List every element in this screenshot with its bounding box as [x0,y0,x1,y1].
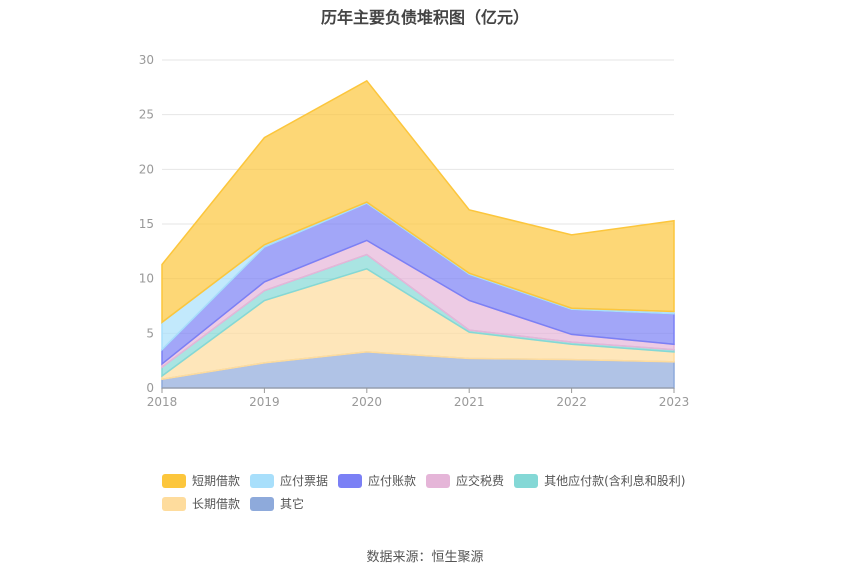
y-tick-label: 0 [146,381,154,395]
y-tick-label: 25 [139,108,154,122]
legend-item[interactable]: 应付票据 [250,472,328,489]
legend-item[interactable]: 应交税费 [426,472,504,489]
area-series-layer [161,79,675,389]
legend-item[interactable]: 应付账款 [338,472,416,489]
legend-swatch [250,473,275,488]
legend-swatch [514,473,539,488]
y-tick-label: 20 [139,162,154,176]
legend-item[interactable]: 其他应付款(含利息和股利) [514,472,685,489]
legend-row: 短期借款 应付票据 应付账款 应交税费 其他应付款(含利息和股利) [162,472,722,489]
legend-swatch [338,473,363,488]
y-tick-label: 10 [139,272,154,286]
x-tick-label: 2021 [454,395,485,409]
y-tick-label: 5 [146,326,154,340]
area-series-短期借款[interactable] [161,79,675,324]
y-tick-label: 15 [139,217,154,231]
x-tick-label: 2018 [147,395,178,409]
legend-item[interactable]: 短期借款 [162,472,240,489]
legend-swatch [250,496,275,511]
legend-swatch [426,473,451,488]
chart-title: 历年主要负债堆积图（亿元） [320,8,529,27]
legend-item[interactable]: 长期借款 [162,495,240,512]
legend-label: 应付账款 [368,474,417,488]
y-tick-label: 30 [139,53,154,67]
legend-label: 其它 [280,497,305,511]
x-tick-label: 2020 [352,395,383,409]
legend-swatch [162,473,186,488]
legend-row: 长期借款 其它 [162,495,722,512]
legend-label: 其他应付款(含利息和股利) [544,474,686,488]
legend: 短期借款 应付票据 应付账款 应交税费 其他应付款(含利息和股利) 长期借款 其它 [162,472,722,518]
legend-swatch [162,496,186,511]
legend-label: 短期借款 [192,474,241,488]
x-tick-label: 2023 [659,395,690,409]
data-source: 数据来源：恒生聚源 [366,550,484,565]
legend-label: 应交税费 [456,474,505,488]
x-tick-label: 2019 [249,395,280,409]
legend-label: 长期借款 [192,497,241,511]
axes: 0 5 10 15 20 25 30 2018 2019 2020 2021 2022 2023 [139,53,690,409]
legend-label: 应付票据 [280,474,329,488]
legend-item[interactable]: 其它 [250,495,304,512]
x-tick-label: 2022 [556,395,587,409]
